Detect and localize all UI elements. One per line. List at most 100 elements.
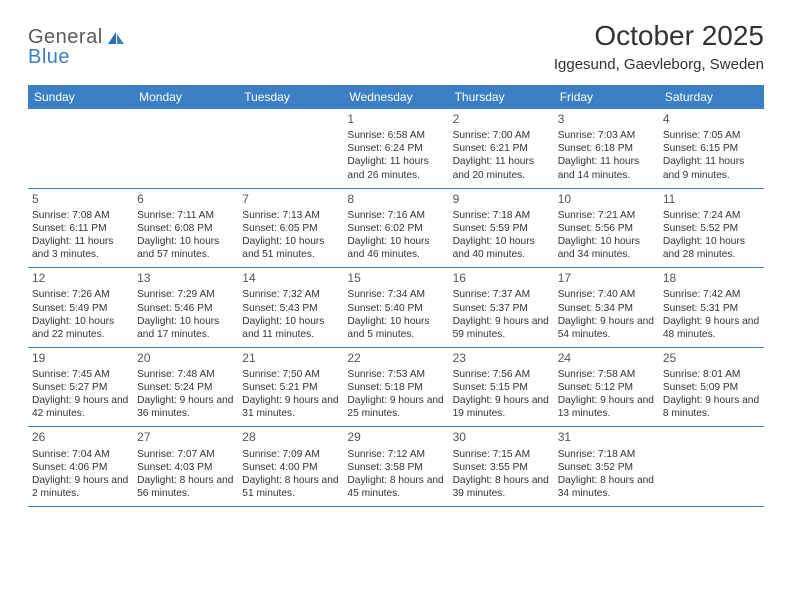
day-cell: 29Sunrise: 7:12 AMSunset: 3:58 PMDayligh… [343, 427, 448, 506]
day-headers-row: SundayMondayTuesdayWednesdayThursdayFrid… [28, 85, 764, 109]
daylight-text: Daylight: 9 hours and 42 minutes. [32, 394, 129, 420]
day-cell: 17Sunrise: 7:40 AMSunset: 5:34 PMDayligh… [554, 268, 659, 347]
day-cell: 7Sunrise: 7:13 AMSunset: 6:05 PMDaylight… [238, 189, 343, 268]
day-number: 26 [32, 430, 129, 445]
sunrise-text: Sunrise: 7:13 AM [242, 209, 339, 222]
sunrise-text: Sunrise: 7:15 AM [453, 448, 550, 461]
daylight-text: Daylight: 10 hours and 34 minutes. [558, 235, 655, 261]
day-cell: 13Sunrise: 7:29 AMSunset: 5:46 PMDayligh… [133, 268, 238, 347]
day-cell: 10Sunrise: 7:21 AMSunset: 5:56 PMDayligh… [554, 189, 659, 268]
day-cell: 25Sunrise: 8:01 AMSunset: 5:09 PMDayligh… [659, 348, 764, 427]
daylight-text: Daylight: 11 hours and 26 minutes. [347, 155, 444, 181]
week-row: 1Sunrise: 6:58 AMSunset: 6:24 PMDaylight… [28, 109, 764, 189]
sunset-text: Sunset: 5:27 PM [32, 381, 129, 394]
daylight-text: Daylight: 9 hours and 13 minutes. [558, 394, 655, 420]
day-header: Monday [133, 85, 238, 109]
sunset-text: Sunset: 5:21 PM [242, 381, 339, 394]
month-title: October 2025 [554, 20, 764, 52]
day-cell: 21Sunrise: 7:50 AMSunset: 5:21 PMDayligh… [238, 348, 343, 427]
daylight-text: Daylight: 9 hours and 59 minutes. [453, 315, 550, 341]
day-number: 30 [453, 430, 550, 445]
daylight-text: Daylight: 9 hours and 19 minutes. [453, 394, 550, 420]
daylight-text: Daylight: 9 hours and 36 minutes. [137, 394, 234, 420]
day-number: 5 [32, 192, 129, 207]
daylight-text: Daylight: 9 hours and 2 minutes. [32, 474, 129, 500]
sunset-text: Sunset: 4:00 PM [242, 461, 339, 474]
logo-sail-icon [107, 31, 125, 45]
day-number: 17 [558, 271, 655, 286]
day-number: 4 [663, 112, 760, 127]
sunrise-text: Sunrise: 7:08 AM [32, 209, 129, 222]
day-header: Sunday [28, 85, 133, 109]
day-number: 18 [663, 271, 760, 286]
title-block: October 2025 Iggesund, Gaevleborg, Swede… [554, 20, 764, 73]
day-cell: 23Sunrise: 7:56 AMSunset: 5:15 PMDayligh… [449, 348, 554, 427]
day-cell: 19Sunrise: 7:45 AMSunset: 5:27 PMDayligh… [28, 348, 133, 427]
day-cell: 4Sunrise: 7:05 AMSunset: 6:15 PMDaylight… [659, 109, 764, 188]
location-label: Iggesund, Gaevleborg, Sweden [554, 56, 764, 73]
daylight-text: Daylight: 10 hours and 5 minutes. [347, 315, 444, 341]
sunrise-text: Sunrise: 6:58 AM [347, 129, 444, 142]
sunset-text: Sunset: 6:02 PM [347, 222, 444, 235]
day-cell: 14Sunrise: 7:32 AMSunset: 5:43 PMDayligh… [238, 268, 343, 347]
sunset-text: Sunset: 6:24 PM [347, 142, 444, 155]
sunset-text: Sunset: 3:55 PM [453, 461, 550, 474]
week-row: 5 Sunrise: 7:08 AMSunset: 6:11 PM Daylight… [28, 189, 764, 269]
sunset-text: Sunset: 5:52 PM [663, 222, 760, 235]
sunrise-text: Sunrise: 7:18 AM [558, 448, 655, 461]
sunrise-text: Sunrise: 7:40 AM [558, 288, 655, 301]
daylight-text: Daylight: 10 hours and 28 minutes. [663, 235, 760, 261]
sunset-text: Sunset: 6:05 PM [242, 222, 339, 235]
day-number: 11 [663, 192, 760, 207]
day-cell: 15Sunrise: 7:34 AMSunset: 5:40 PMDayligh… [343, 268, 448, 347]
day-cell: 26Sunrise: 7:04 AMSunset: 4:06 PMDayligh… [28, 427, 133, 506]
day-number: 23 [453, 351, 550, 366]
sunset-text: Sunset: 5:34 PM [558, 302, 655, 315]
daylight-text: Daylight: 10 hours and 51 minutes. [242, 235, 339, 261]
day-number: 19 [32, 351, 129, 366]
daylight-text: Daylight: 8 hours and 45 minutes. [347, 474, 444, 500]
sunrise-text: Sunrise: 8:01 AM [663, 368, 760, 381]
day-header: Friday [554, 85, 659, 109]
day-number: 14 [242, 271, 339, 286]
weeks-container: 1Sunrise: 6:58 AMSunset: 6:24 PMDaylight… [28, 109, 764, 507]
daylight-text: Daylight: 11 hours and 14 minutes. [558, 155, 655, 181]
week-row: 19Sunrise: 7:45 AMSunset: 5:27 PMDayligh… [28, 348, 764, 428]
sunset-text: Sunset: 5:09 PM [663, 381, 760, 394]
day-cell: 22Sunrise: 7:53 AMSunset: 5:18 PMDayligh… [343, 348, 448, 427]
sunset-text: Sunset: 5:24 PM [137, 381, 234, 394]
day-cell: 30Sunrise: 7:15 AMSunset: 3:55 PMDayligh… [449, 427, 554, 506]
day-cell: 5Sunrise: 7:08 AMSunset: 6:11 PMDaylight… [28, 189, 133, 268]
day-header: Saturday [659, 85, 764, 109]
sunset-text: Sunset: 5:46 PM [137, 302, 234, 315]
day-cell: 28Sunrise: 7:09 AMSunset: 4:00 PMDayligh… [238, 427, 343, 506]
day-cell: 8Sunrise: 7:16 AMSunset: 6:02 PMDaylight… [343, 189, 448, 268]
sunrise-text: Sunrise: 7:24 AM [663, 209, 760, 222]
day-number: 2 [453, 112, 550, 127]
day-number: 28 [242, 430, 339, 445]
day-number: 16 [453, 271, 550, 286]
sunrise-text: Sunrise: 7:32 AM [242, 288, 339, 301]
sunset-text: Sunset: 5:56 PM [558, 222, 655, 235]
day-number: 29 [347, 430, 444, 445]
sunrise-text: Sunrise: 7:21 AM [558, 209, 655, 222]
sunset-text: Sunset: 4:03 PM [137, 461, 234, 474]
daylight-text: Daylight: 9 hours and 31 minutes. [242, 394, 339, 420]
sunset-text: Sunset: 5:31 PM [663, 302, 760, 315]
day-number: 21 [242, 351, 339, 366]
sunset-text: Sunset: 6:11 PM [32, 222, 129, 235]
daylight-text: Daylight: 8 hours and 34 minutes. [558, 474, 655, 500]
sunset-text: Sunset: 5:59 PM [453, 222, 550, 235]
daylight-text: Daylight: 8 hours and 56 minutes. [137, 474, 234, 500]
daylight-text: Daylight: 9 hours and 25 minutes. [347, 394, 444, 420]
sunrise-text: Sunrise: 7:05 AM [663, 129, 760, 142]
day-cell: 24Sunrise: 7:58 AMSunset: 5:12 PMDayligh… [554, 348, 659, 427]
daylight-text: Daylight: 11 hours and 20 minutes. [453, 155, 550, 181]
sunrise-text: Sunrise: 7:04 AM [32, 448, 129, 461]
sunrise-text: Sunrise: 7:53 AM [347, 368, 444, 381]
week-row: 12Sunrise: 7:26 AMSunset: 5:49 PMDayligh… [28, 268, 764, 348]
logo-blue-line: Blue [28, 46, 70, 69]
sunset-text: Sunset: 6:15 PM [663, 142, 760, 155]
sunset-text: Sunset: 6:18 PM [558, 142, 655, 155]
day-cell: 18Sunrise: 7:42 AMSunset: 5:31 PMDayligh… [659, 268, 764, 347]
